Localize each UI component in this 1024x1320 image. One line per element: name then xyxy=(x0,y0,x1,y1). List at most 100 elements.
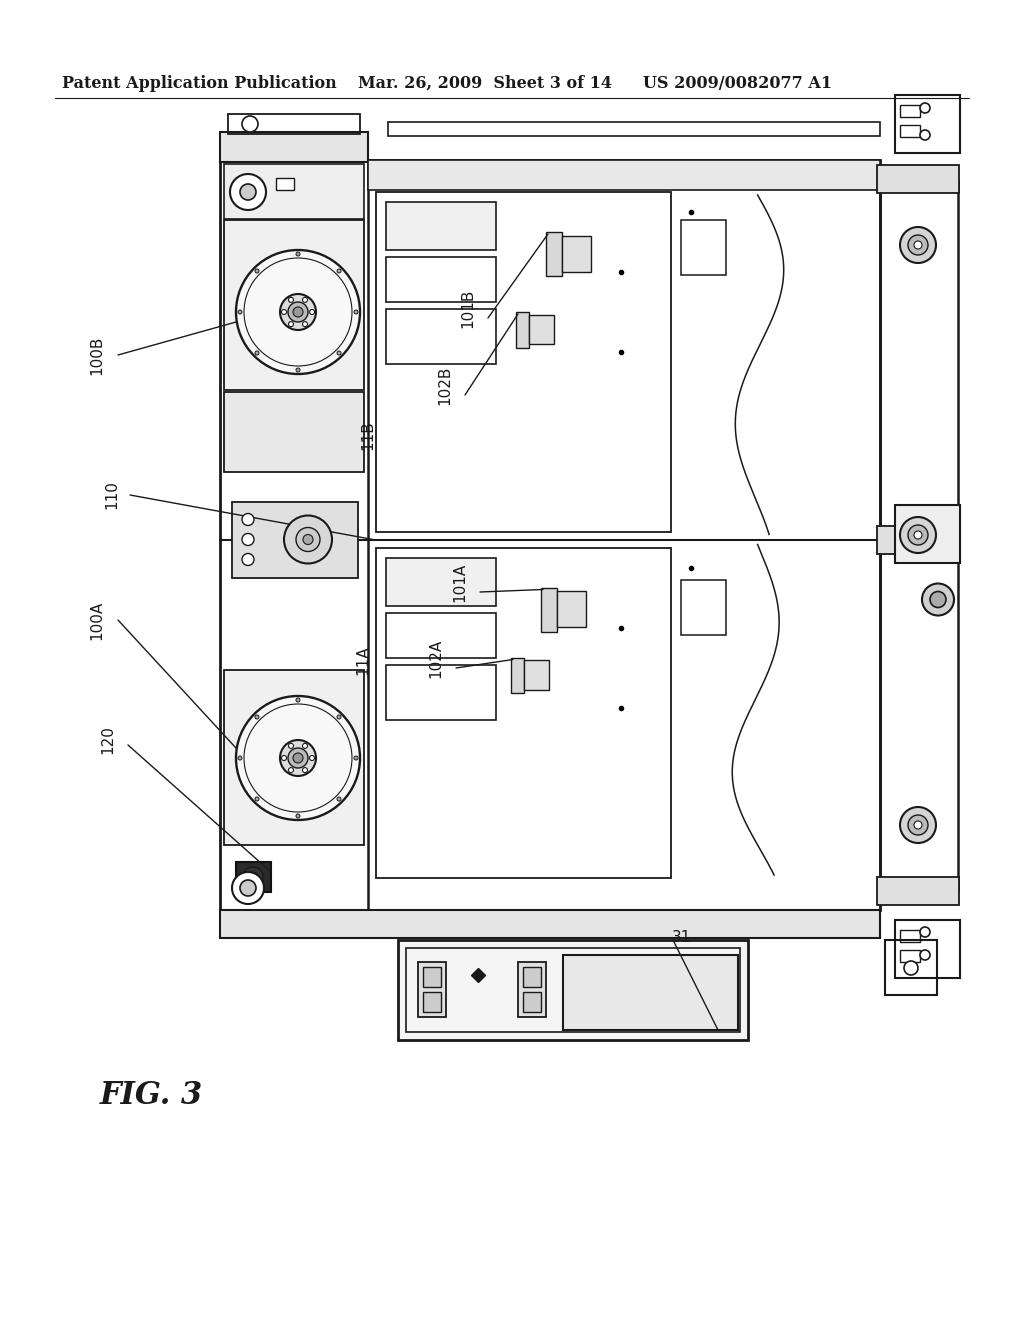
Bar xyxy=(541,587,557,631)
Bar xyxy=(386,612,496,657)
Text: 102B: 102B xyxy=(437,366,453,405)
Bar xyxy=(518,962,546,1016)
Text: 100B: 100B xyxy=(89,335,104,375)
Circle shape xyxy=(920,950,930,960)
Bar xyxy=(511,657,524,693)
Circle shape xyxy=(908,235,928,255)
Circle shape xyxy=(282,309,287,314)
Circle shape xyxy=(242,116,258,132)
Circle shape xyxy=(354,310,358,314)
Circle shape xyxy=(337,269,341,273)
Circle shape xyxy=(914,242,922,249)
Bar xyxy=(895,95,961,153)
Bar xyxy=(895,504,961,562)
Bar xyxy=(885,940,937,995)
Bar xyxy=(398,940,748,1040)
Circle shape xyxy=(908,525,928,545)
Circle shape xyxy=(900,227,936,263)
Circle shape xyxy=(337,351,341,355)
Circle shape xyxy=(302,297,307,302)
Circle shape xyxy=(302,322,307,326)
Circle shape xyxy=(303,535,313,544)
Circle shape xyxy=(904,961,918,975)
Circle shape xyxy=(920,927,930,937)
Bar xyxy=(900,106,920,117)
Circle shape xyxy=(280,741,316,776)
Bar xyxy=(895,920,961,978)
Circle shape xyxy=(240,880,256,896)
Circle shape xyxy=(296,368,300,372)
Circle shape xyxy=(302,743,307,748)
Text: Mar. 26, 2009  Sheet 3 of 14: Mar. 26, 2009 Sheet 3 of 14 xyxy=(358,75,612,92)
Circle shape xyxy=(908,814,928,836)
Bar xyxy=(877,876,959,906)
Text: US 2009/0082077 A1: US 2009/0082077 A1 xyxy=(643,75,833,92)
Circle shape xyxy=(289,297,294,302)
Bar xyxy=(220,160,880,909)
Bar xyxy=(557,591,586,627)
Circle shape xyxy=(289,743,294,748)
Circle shape xyxy=(288,748,308,768)
Circle shape xyxy=(232,873,264,904)
Circle shape xyxy=(238,756,242,760)
Text: 110: 110 xyxy=(104,480,120,510)
Bar xyxy=(423,993,441,1012)
Circle shape xyxy=(280,294,316,330)
Bar xyxy=(406,948,740,1032)
Circle shape xyxy=(309,755,314,760)
Circle shape xyxy=(920,129,930,140)
Bar xyxy=(236,862,271,892)
Circle shape xyxy=(309,309,314,314)
Circle shape xyxy=(296,252,300,256)
Text: 100A: 100A xyxy=(89,601,104,640)
Bar xyxy=(386,557,496,606)
Circle shape xyxy=(930,591,946,607)
Bar xyxy=(523,993,541,1012)
Bar xyxy=(386,309,496,364)
Circle shape xyxy=(337,797,341,801)
Circle shape xyxy=(293,308,303,317)
Bar xyxy=(529,315,554,345)
Circle shape xyxy=(255,269,259,273)
Circle shape xyxy=(230,174,266,210)
Circle shape xyxy=(238,310,242,314)
Bar xyxy=(224,220,364,389)
Bar xyxy=(376,191,671,532)
Circle shape xyxy=(288,302,308,322)
Bar xyxy=(524,660,549,689)
Circle shape xyxy=(302,768,307,772)
Circle shape xyxy=(255,351,259,355)
Bar xyxy=(880,180,958,890)
Circle shape xyxy=(922,583,954,615)
Bar xyxy=(224,671,364,845)
Bar xyxy=(900,950,920,962)
Bar xyxy=(228,114,360,135)
Circle shape xyxy=(255,715,259,719)
Bar xyxy=(388,121,880,136)
Bar xyxy=(546,232,562,276)
Bar xyxy=(220,132,368,162)
Circle shape xyxy=(914,821,922,829)
Bar xyxy=(516,312,529,347)
Text: 31: 31 xyxy=(672,931,691,945)
Bar xyxy=(386,664,496,719)
Circle shape xyxy=(900,517,936,553)
Text: 101A: 101A xyxy=(453,562,468,602)
Text: 11A: 11A xyxy=(355,645,371,675)
Circle shape xyxy=(242,553,254,565)
Bar xyxy=(563,954,738,1030)
Circle shape xyxy=(337,715,341,719)
Circle shape xyxy=(284,516,332,564)
Bar xyxy=(523,968,541,987)
Bar xyxy=(877,165,959,193)
Circle shape xyxy=(296,698,300,702)
Circle shape xyxy=(920,103,930,114)
Text: 11B: 11B xyxy=(360,420,376,450)
Bar xyxy=(276,178,294,190)
Circle shape xyxy=(296,528,319,552)
Bar xyxy=(376,548,671,878)
Bar xyxy=(224,392,364,473)
Circle shape xyxy=(296,814,300,818)
Circle shape xyxy=(289,322,294,326)
Bar xyxy=(681,220,726,275)
